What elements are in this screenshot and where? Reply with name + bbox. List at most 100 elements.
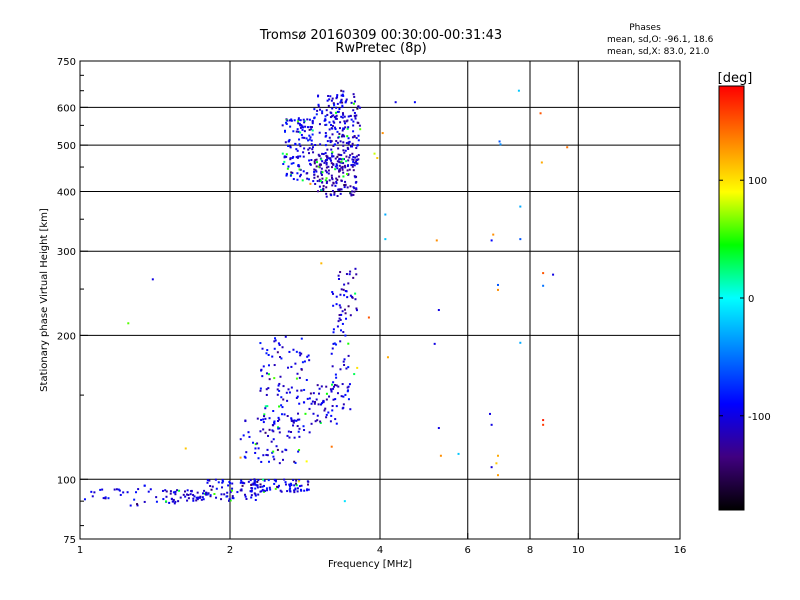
data-point: [335, 180, 338, 183]
data-point: [326, 156, 329, 159]
data-point: [282, 398, 285, 401]
data-point: [490, 423, 493, 426]
data-point: [308, 407, 311, 410]
data-point: [272, 424, 275, 427]
data-point: [349, 114, 352, 117]
data-point: [286, 167, 289, 170]
data-point: [327, 165, 330, 168]
data-point: [299, 155, 302, 158]
data-point: [299, 168, 302, 171]
data-point: [308, 138, 311, 141]
data-point: [209, 495, 212, 498]
data-point: [336, 141, 339, 144]
data-point: [228, 499, 231, 502]
data-point: [316, 384, 319, 387]
data-point: [231, 487, 234, 490]
data-point: [338, 164, 341, 167]
data-point: [196, 497, 199, 500]
data-point: [352, 169, 355, 172]
data-point: [352, 156, 355, 159]
data-point: [337, 110, 340, 113]
data-point: [244, 495, 247, 498]
data-point: [352, 102, 355, 105]
data-point: [337, 385, 340, 388]
data-point: [266, 349, 269, 352]
data-point: [343, 500, 346, 503]
data-point: [197, 496, 200, 499]
data-point: [91, 495, 94, 498]
data-point: [281, 124, 284, 127]
data-point: [336, 102, 339, 105]
data-point: [230, 489, 233, 492]
data-point: [284, 481, 287, 484]
data-point: [266, 454, 269, 457]
data-point: [209, 485, 212, 487]
data-point: [277, 484, 280, 487]
data-point: [295, 396, 298, 399]
data-point: [324, 124, 327, 127]
data-point: [355, 273, 358, 276]
data-point: [278, 427, 281, 430]
data-point: [259, 387, 262, 390]
data-point: [221, 481, 224, 484]
data-point: [285, 174, 288, 177]
data-point: [341, 322, 344, 325]
data-points: [83, 89, 569, 507]
data-point: [334, 373, 337, 376]
data-point: [352, 124, 355, 127]
data-point: [294, 362, 297, 365]
data-point: [263, 415, 266, 418]
data-point: [288, 488, 291, 491]
data-point: [495, 462, 498, 465]
data-point: [313, 108, 316, 111]
data-point: [338, 153, 341, 156]
data-point: [332, 144, 335, 147]
data-point: [184, 490, 187, 493]
data-point: [259, 490, 262, 493]
data-point: [264, 405, 267, 408]
data-point: [542, 423, 545, 426]
data-point: [338, 314, 341, 317]
data-point: [336, 167, 339, 170]
data-point: [287, 366, 290, 369]
data-point: [170, 497, 173, 500]
data-point: [210, 488, 213, 491]
data-point: [354, 156, 357, 159]
data-point: [331, 189, 334, 192]
data-point: [220, 498, 223, 501]
data-point: [341, 106, 344, 109]
data-point: [331, 107, 334, 110]
data-point: [347, 305, 350, 308]
data-point: [285, 121, 288, 124]
data-point: [309, 136, 312, 139]
data-point: [347, 282, 350, 285]
data-point: [355, 307, 358, 310]
chart-subtitle: RwPretec (8p): [335, 41, 426, 56]
data-point: [351, 158, 354, 161]
data-point: [496, 283, 499, 286]
data-point: [198, 496, 201, 499]
data-point: [303, 130, 306, 133]
data-point: [115, 488, 118, 491]
data-point: [286, 399, 289, 402]
data-point: [349, 314, 352, 317]
data-point: [352, 109, 355, 112]
data-point: [307, 354, 310, 357]
data-point: [294, 142, 297, 145]
data-point: [336, 110, 339, 113]
data-point: [169, 492, 172, 495]
data-point: [299, 119, 302, 122]
data-point: [301, 179, 304, 182]
data-point: [333, 121, 336, 124]
data-point: [326, 140, 329, 143]
data-point: [247, 480, 250, 483]
data-point: [205, 493, 208, 496]
data-point: [299, 354, 302, 357]
data-point: [289, 157, 292, 160]
data-point: [297, 412, 300, 415]
data-point: [552, 273, 555, 276]
data-point: [265, 352, 268, 355]
data-point: [285, 153, 288, 156]
data-point: [304, 125, 307, 128]
